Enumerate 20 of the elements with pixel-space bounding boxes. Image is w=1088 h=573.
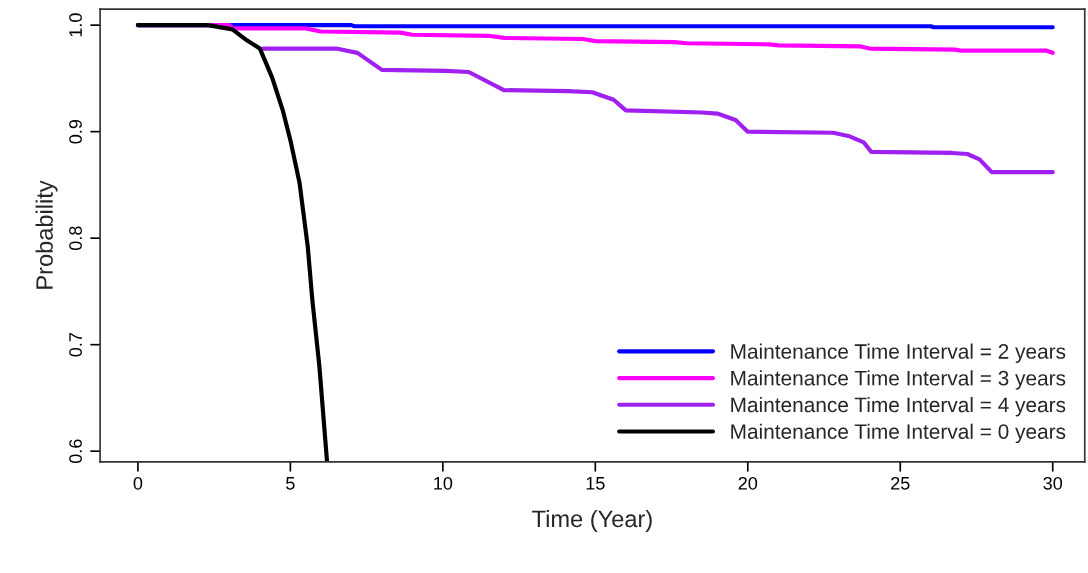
legend-label: Maintenance Time Interval = 3 years	[731, 370, 1066, 390]
y-tick-label: 0.9	[69, 119, 82, 144]
line-series	[135, 23, 330, 462]
x-tick-label: 30	[1043, 476, 1063, 490]
y-tick-label: 1.0	[69, 13, 82, 37]
y-tick-label: 0.7	[69, 333, 82, 357]
legend-label: Maintenance Time Interval = 2 years	[731, 343, 1066, 363]
y-tick-label: 0.8	[69, 226, 82, 251]
y-axis-title: Probability	[35, 180, 58, 289]
legend-label: Maintenance Time Interval = 4 years	[731, 396, 1066, 417]
x-tick-label: 15	[586, 477, 605, 490]
legend-label: Maintenance Time Interval = 0 years	[731, 423, 1066, 444]
x-axis-title: Time (Year)	[532, 509, 652, 532]
x-tick-label: 20	[738, 476, 758, 490]
x-tick-label: 5	[286, 477, 295, 490]
x-tick-label: 25	[891, 476, 910, 490]
line-series	[260, 46, 1055, 175]
x-tick-label: 0	[133, 476, 143, 490]
y-tick-label: 0.6	[69, 439, 82, 464]
x-tick-label: 10	[434, 476, 453, 490]
